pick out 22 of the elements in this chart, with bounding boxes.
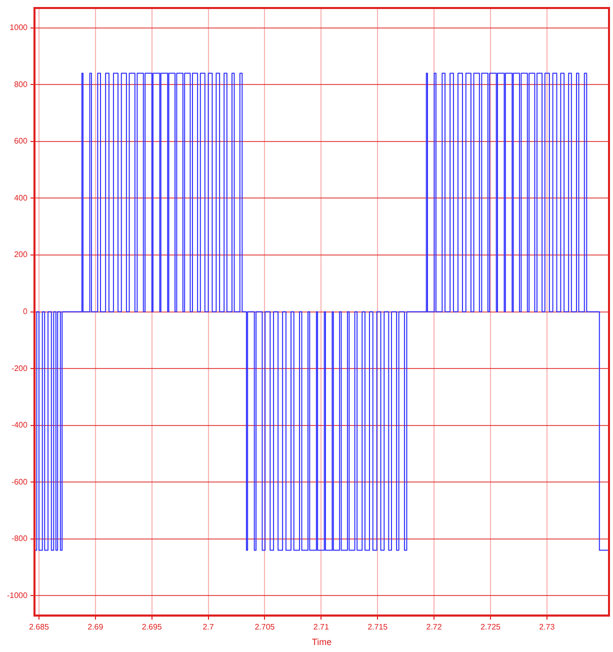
y-tick-label: 0 — [23, 307, 28, 316]
x-tick-label: 2.69 — [88, 622, 104, 632]
y-tick-label: -200 — [11, 364, 28, 373]
x-tick-label: 2.72 — [426, 622, 442, 632]
x-tick-label: 2.695 — [142, 622, 162, 632]
x-axis-title: Time — [312, 637, 332, 648]
x-tick-label: 2.71 — [313, 622, 330, 632]
x-tick-label: 2.73 — [539, 622, 556, 632]
x-tick-label: 2.715 — [368, 622, 388, 632]
y-tick-label: -400 — [11, 420, 28, 430]
y-tick-label: -800 — [11, 534, 28, 544]
x-tick-label: 2.705 — [254, 622, 276, 632]
y-tick-label: -600 — [11, 477, 28, 486]
y-tick-label: 200 — [14, 250, 28, 260]
y-tick-label: 600 — [14, 136, 28, 146]
y-tick-label: 1000 — [10, 23, 28, 32]
y-tick-label: -1000 — [6, 590, 28, 600]
x-tick-label: 2.685 — [28, 622, 50, 632]
x-tick-label: 2.7 — [202, 622, 214, 632]
x-tick-label: 2.725 — [480, 622, 502, 632]
y-tick-label: 800 — [14, 80, 28, 89]
y-tick-label: 400 — [14, 193, 28, 202]
